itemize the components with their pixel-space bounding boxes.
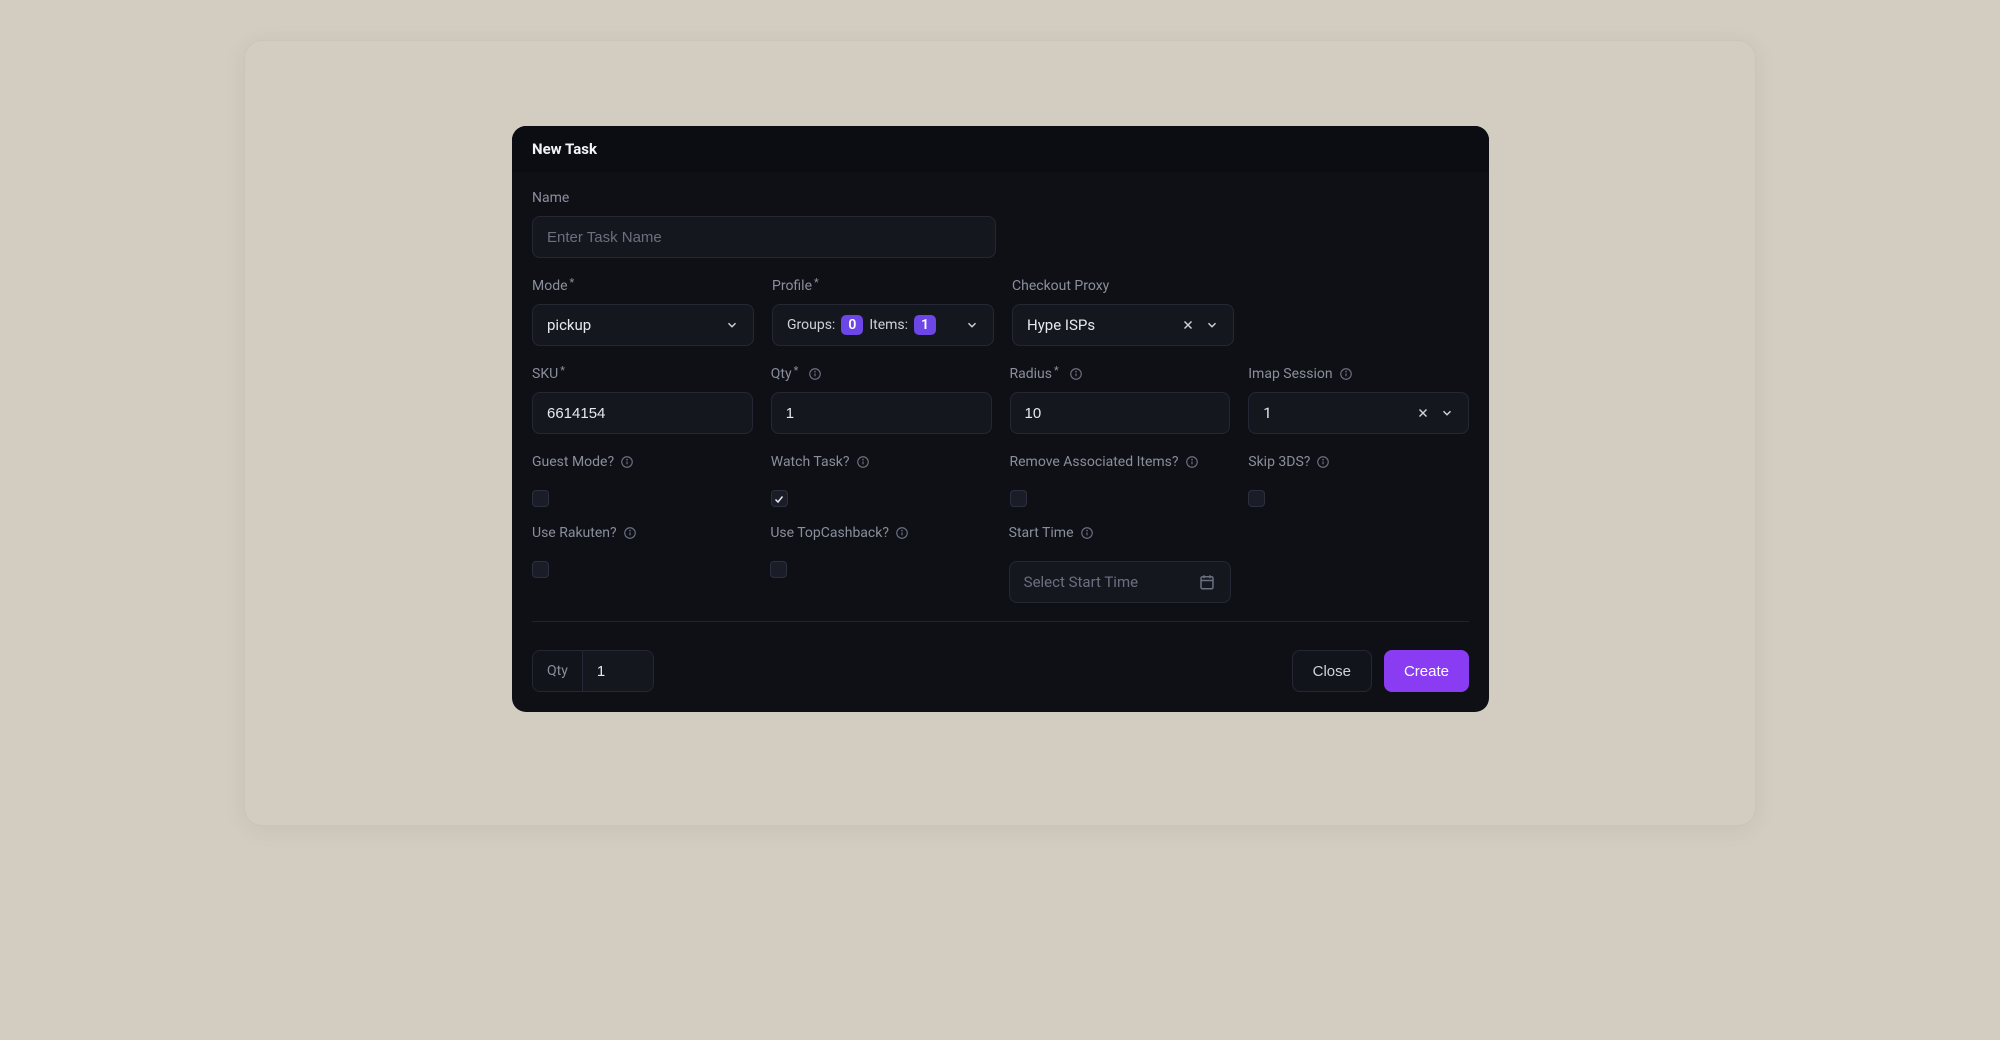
start-time-input[interactable]: Select Start Time <box>1009 561 1231 603</box>
checkout-proxy-value: Hype ISPs <box>1027 316 1095 334</box>
create-button[interactable]: Create <box>1384 650 1469 692</box>
use-rakuten-checkbox[interactable] <box>532 561 549 578</box>
sku-label: SKU* <box>532 366 753 382</box>
info-icon <box>1316 455 1330 469</box>
chevron-down-icon <box>1205 318 1219 332</box>
info-icon <box>895 526 909 540</box>
skip-3ds-checkbox[interactable] <box>1248 490 1265 507</box>
info-icon <box>620 455 634 469</box>
use-topcashback-checkbox[interactable] <box>770 561 787 578</box>
profile-summary: Groups: 0 Items: 1 <box>787 315 936 336</box>
chevron-down-icon <box>965 318 979 332</box>
mode-label: Mode* <box>532 278 754 294</box>
watch-task-label: Watch Task? <box>771 454 992 470</box>
name-label: Name <box>532 190 996 206</box>
divider <box>532 621 1469 622</box>
start-time-label: Start Time <box>1009 525 1231 541</box>
name-input[interactable] <box>547 229 981 246</box>
sku-input[interactable] <box>547 405 738 422</box>
mode-select[interactable]: pickup <box>532 304 754 346</box>
checkout-proxy-label: Checkout Proxy <box>1012 278 1234 294</box>
watch-task-checkbox[interactable] <box>771 490 788 507</box>
clear-icon[interactable] <box>1181 318 1195 332</box>
mode-value: pickup <box>547 316 591 334</box>
info-icon <box>623 526 637 540</box>
info-icon <box>808 367 822 381</box>
info-icon <box>1080 526 1094 540</box>
modal-header: New Task <box>512 126 1489 172</box>
use-topcashback-label: Use TopCashback? <box>770 525 990 541</box>
profile-items-badge: 1 <box>914 315 936 336</box>
profile-select[interactable]: Groups: 0 Items: 1 <box>772 304 994 346</box>
guest-mode-checkbox[interactable] <box>532 490 549 507</box>
remove-assoc-checkbox[interactable] <box>1010 490 1027 507</box>
chevron-down-icon <box>725 318 739 332</box>
skip-3ds-label: Skip 3DS? <box>1248 454 1469 470</box>
profile-label: Profile* <box>772 278 994 294</box>
info-icon <box>1069 367 1083 381</box>
radius-label: Radius* <box>1010 366 1231 382</box>
footer-qty-label: Qty <box>533 651 583 691</box>
qty-label: Qty* <box>771 366 992 382</box>
remove-assoc-label: Remove Associated Items? <box>1010 454 1231 470</box>
imap-label: Imap Session <box>1248 366 1469 382</box>
qty-input[interactable] <box>786 405 977 422</box>
radius-input[interactable] <box>1025 405 1216 422</box>
info-icon <box>1185 455 1199 469</box>
imap-value: 1 <box>1263 404 1271 422</box>
footer-qty-group: Qty <box>532 650 654 692</box>
modal-title: New Task <box>532 140 1469 158</box>
guest-mode-label: Guest Mode? <box>532 454 753 470</box>
use-rakuten-label: Use Rakuten? <box>532 525 752 541</box>
profile-groups-badge: 0 <box>841 315 863 336</box>
name-input-wrap <box>532 216 996 258</box>
calendar-icon <box>1198 573 1216 591</box>
page-frame: New Task Name Mode* pic <box>244 40 1756 826</box>
modal-body: Name Mode* pickup <box>512 172 1489 650</box>
imap-select[interactable]: 1 <box>1248 392 1469 434</box>
modal-footer: Qty Close Create <box>512 650 1489 712</box>
checkout-proxy-select[interactable]: Hype ISPs <box>1012 304 1234 346</box>
new-task-modal: New Task Name Mode* pic <box>512 126 1489 712</box>
info-icon <box>856 455 870 469</box>
chevron-down-icon <box>1440 406 1454 420</box>
clear-icon[interactable] <box>1416 406 1430 420</box>
info-icon <box>1339 367 1353 381</box>
footer-qty-input[interactable] <box>583 651 653 691</box>
close-button[interactable]: Close <box>1292 650 1372 692</box>
start-time-placeholder: Select Start Time <box>1024 573 1138 591</box>
